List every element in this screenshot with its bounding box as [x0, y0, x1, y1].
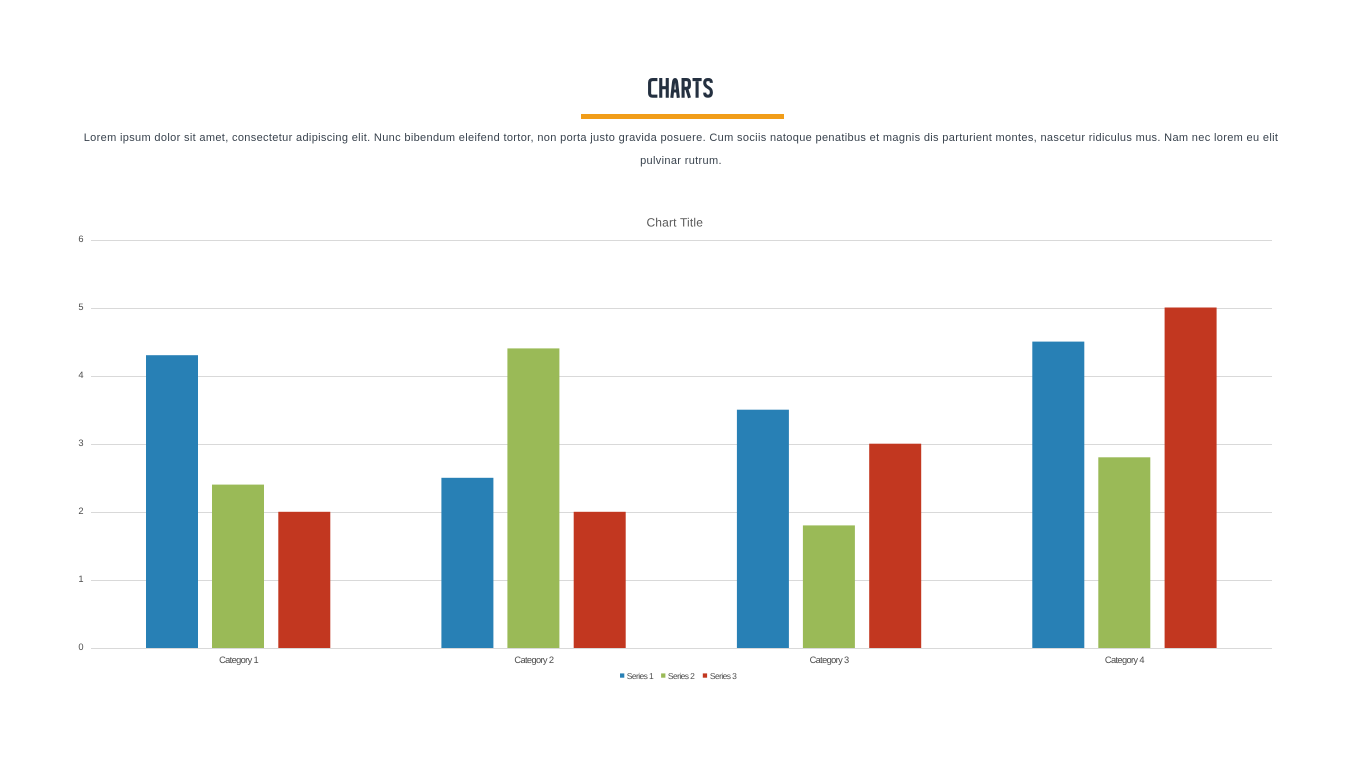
svg-text:5: 5 [78, 302, 83, 312]
svg-text:Series 1: Series 1 [627, 671, 654, 681]
svg-text:2: 2 [78, 506, 83, 516]
svg-text:Chart Title: Chart Title [646, 216, 703, 230]
svg-text:Category 1: Category 1 [219, 655, 258, 665]
svg-text:1: 1 [78, 574, 83, 584]
svg-text:Series 2: Series 2 [668, 671, 695, 681]
svg-text:Category 3: Category 3 [810, 655, 849, 665]
svg-text:4: 4 [78, 370, 83, 380]
svg-text:Series 3: Series 3 [710, 671, 737, 681]
svg-text:6: 6 [78, 234, 83, 244]
svg-text:Category 2: Category 2 [514, 655, 553, 665]
svg-text:0: 0 [78, 642, 83, 652]
svg-text:Category 4: Category 4 [1105, 655, 1144, 665]
svg-text:3: 3 [78, 438, 83, 448]
